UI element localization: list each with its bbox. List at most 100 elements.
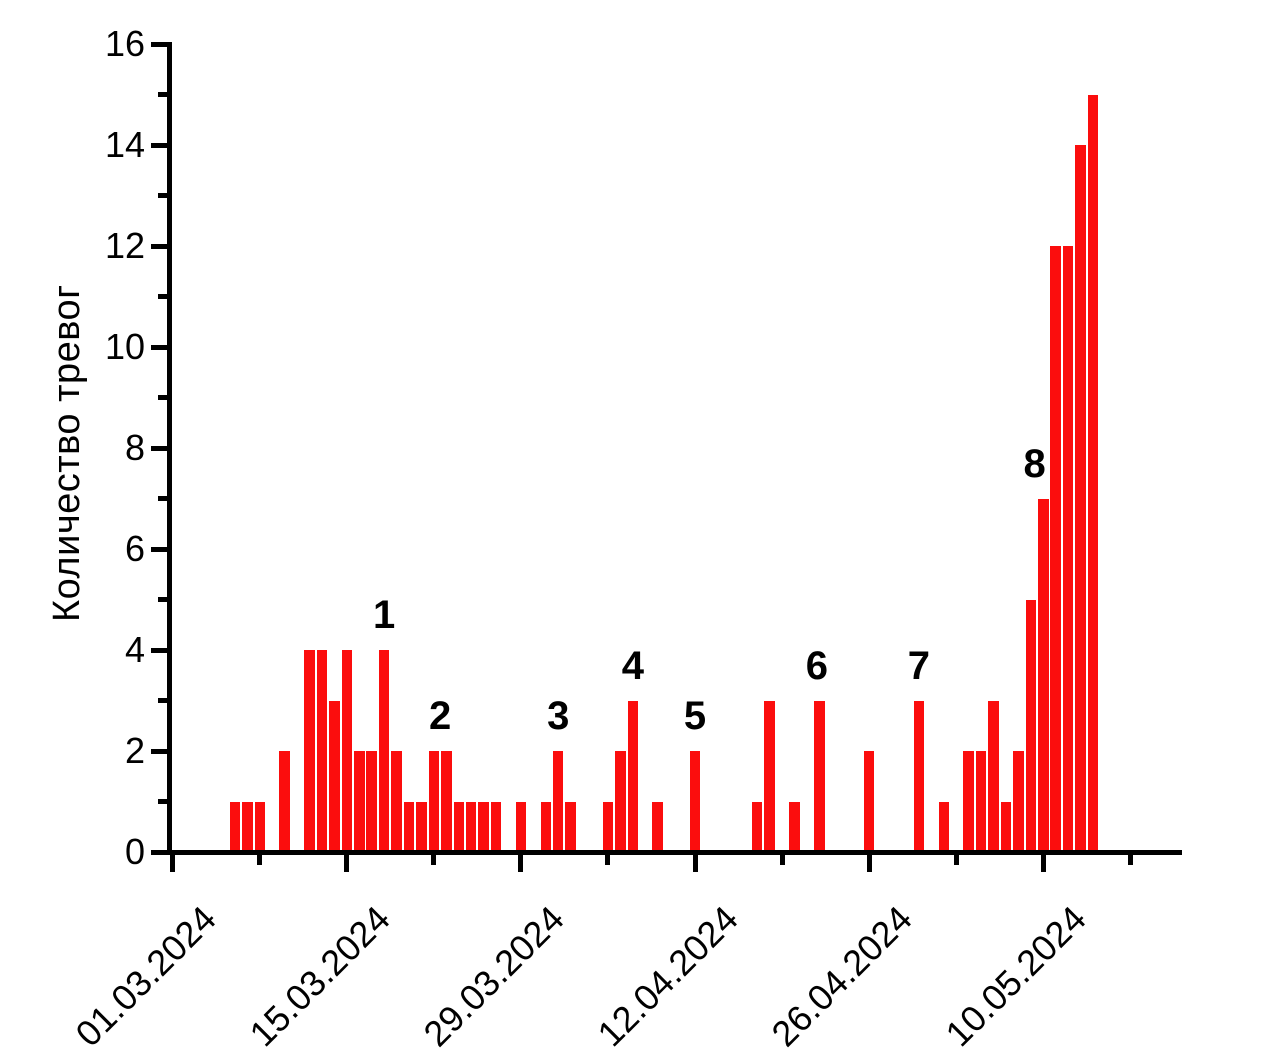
bar [366,751,377,852]
bar [391,751,402,852]
bar [1087,94,1099,852]
x-major-tick [692,855,698,872]
bar [354,751,365,852]
y-major-tick [151,445,167,451]
bar [689,751,701,852]
bar [416,801,427,852]
x-minor-tick [953,855,959,865]
annotation-label: 2 [428,694,452,738]
y-tick-label: 0 [124,831,145,872]
bar [515,801,527,852]
bar [378,650,390,852]
bar [316,650,328,852]
bar [988,700,999,852]
x-major-tick [170,855,176,872]
x-tick-label: 12.04.2024 [589,897,746,1055]
bar [615,751,626,852]
bar [428,751,440,852]
annotation-label: 6 [805,643,829,688]
bar [814,700,825,852]
y-major-tick [151,647,167,653]
y-tick-label: 12 [104,225,145,266]
y-tick-label: 2 [124,730,145,771]
y-minor-tick [158,799,167,804]
y-axis-line [167,42,172,855]
x-axis-line [167,850,1182,855]
y-major-tick [151,849,167,855]
y-major-tick [151,41,167,47]
bar [913,700,925,852]
y-tick-label: 6 [124,528,145,569]
bar [490,801,502,852]
x-minor-tick [257,855,263,865]
annotation-label: 3 [547,694,570,738]
y-major-tick [151,748,167,754]
bar [751,801,763,852]
y-tick-label: 10 [104,326,145,367]
bar [304,650,315,852]
x-tick-label: 29.03.2024 [415,897,572,1055]
bar [341,650,353,852]
bar [403,801,415,852]
y-tick-label: 8 [124,427,145,468]
x-minor-tick [779,855,785,865]
x-minor-tick [605,855,611,865]
bar [478,801,489,852]
y-minor-tick [158,395,167,400]
x-tick-label: 01.03.2024 [67,897,224,1055]
y-tick-label: 14 [104,124,145,165]
bar [602,801,614,852]
annotation-label: 5 [683,694,707,738]
bar [1062,246,1074,852]
y-major-tick [151,344,167,350]
x-major-tick [344,855,350,872]
bar [1013,751,1024,852]
bar [1050,246,1061,852]
y-minor-tick [158,698,167,703]
x-major-tick [866,855,872,872]
bar [863,751,875,852]
bar [279,751,290,852]
bar [229,801,241,852]
y-minor-tick [158,496,167,501]
bar [975,751,987,852]
bar [652,801,663,852]
annotation-label: 8 [1023,441,1046,486]
y-major-tick [151,142,167,148]
x-tick-label: 26.04.2024 [763,897,921,1055]
y-minor-tick [158,92,167,97]
x-tick-label: 15.03.2024 [241,897,398,1055]
x-minor-tick [1127,855,1133,865]
y-tick-label: 4 [124,629,145,670]
y-major-tick [151,243,167,249]
x-minor-tick [431,855,437,865]
bar [1038,498,1049,852]
annotation-label: 7 [907,643,931,688]
bar [242,801,253,852]
bar [441,751,452,852]
bar [453,801,464,852]
bar [254,801,265,852]
bar [552,751,564,852]
bar [764,700,775,852]
bar [1000,801,1012,852]
x-major-tick [518,855,524,872]
y-minor-tick [158,193,167,198]
bar [329,700,340,852]
annotation-label: 1 [373,593,396,637]
bar [938,801,950,852]
y-minor-tick [158,294,167,299]
x-major-tick [1040,855,1046,872]
bar [963,751,974,852]
bar [789,801,800,852]
bar [1025,599,1037,852]
bar [540,801,552,852]
annotation-label: 4 [621,643,644,688]
y-tick-label: 16 [104,23,145,64]
y-major-tick [151,546,167,552]
x-tick-label: 10.05.2024 [937,897,1095,1055]
bar [1075,145,1086,852]
bar [565,801,576,852]
bar [627,700,639,852]
